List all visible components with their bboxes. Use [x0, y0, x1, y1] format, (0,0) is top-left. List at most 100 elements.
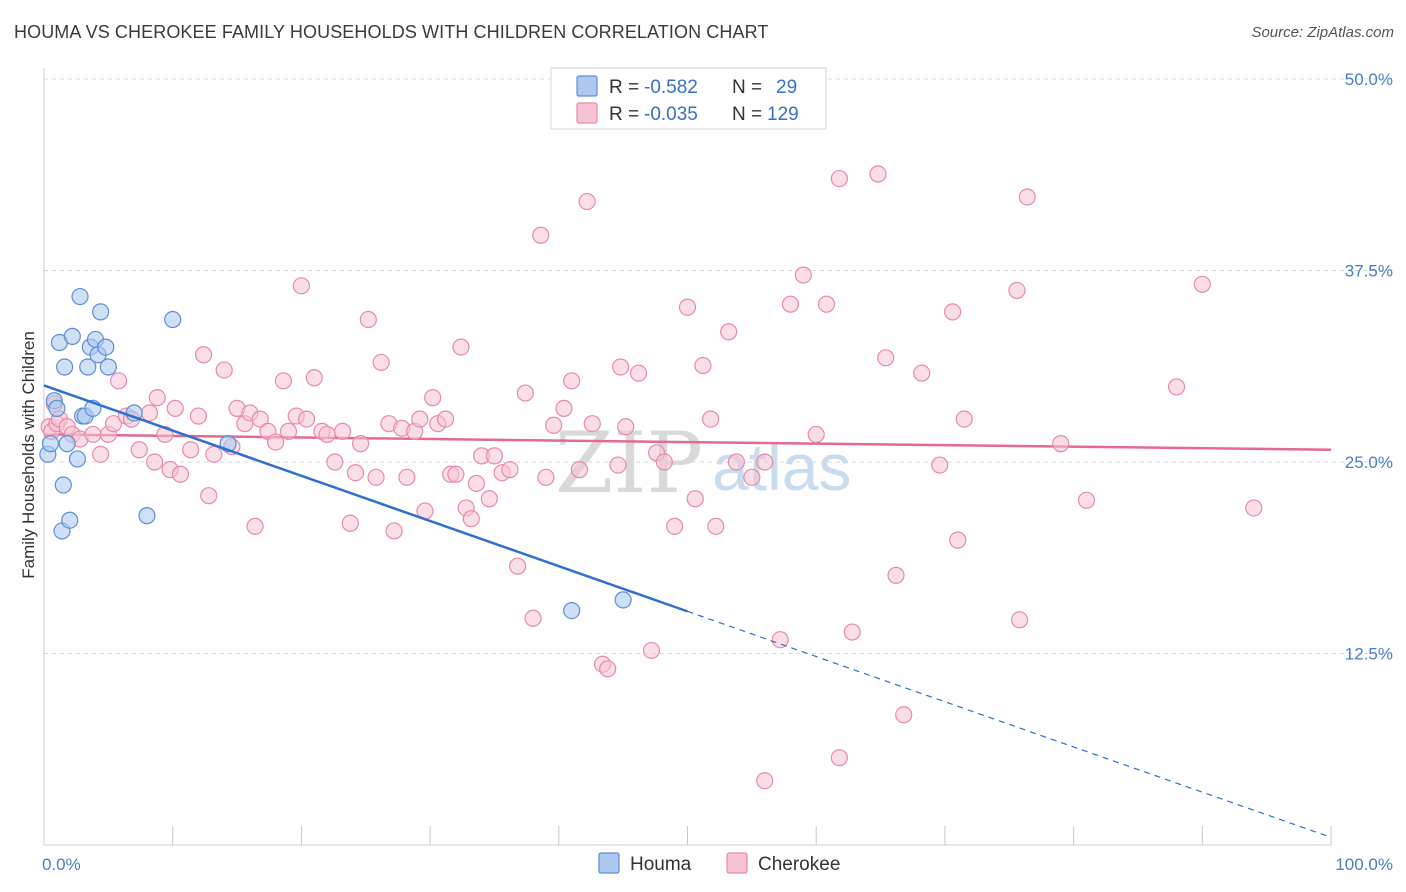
cherokee-point — [570, 461, 588, 479]
cherokee-trend-line — [43, 433, 1332, 451]
cherokee-point — [398, 468, 416, 486]
cherokee-point — [267, 433, 285, 451]
cherokee-point — [385, 522, 403, 540]
cherokee-point — [251, 410, 269, 428]
houma-point — [92, 303, 110, 321]
cherokee-point — [205, 445, 223, 463]
cherokee-legend-swatch — [726, 852, 748, 874]
chart-title: HOUMA VS CHEROKEE FAMILY HOUSEHOLDS WITH… — [14, 22, 769, 42]
houma-point — [58, 435, 76, 453]
cherokee-r-label: R = — [609, 104, 639, 125]
houma-n-label: N = — [732, 77, 762, 98]
x-tick-label-max: 100.0% — [1335, 855, 1393, 874]
cherokee-point — [367, 468, 385, 486]
houma-point — [164, 310, 182, 329]
cherokee-point — [516, 384, 534, 402]
cherokee-point — [346, 464, 365, 482]
cherokee-point — [182, 441, 200, 459]
cherokee-point — [200, 487, 218, 505]
cherokee-point — [274, 372, 292, 390]
houma-point — [71, 287, 89, 306]
cherokee-point — [92, 445, 110, 463]
cherokee-point — [655, 453, 673, 471]
cherokee-point — [955, 410, 973, 428]
cherokee-point — [707, 517, 725, 535]
cherokee-point — [686, 490, 704, 508]
cherokee-point — [341, 514, 359, 532]
cherokee-point — [895, 706, 913, 724]
cherokee-point — [1008, 281, 1026, 300]
cherokee-legend-label: Cherokee — [758, 854, 840, 875]
cherokee-point — [702, 410, 720, 428]
cherokee-point — [305, 369, 323, 387]
cherokee-point — [524, 609, 542, 627]
houma-trend — [43, 384, 1332, 838]
houma-point — [138, 507, 156, 525]
cherokee-point — [609, 456, 627, 474]
cherokee-point — [215, 361, 233, 379]
cherokee-point — [411, 410, 429, 428]
houma-point — [99, 358, 117, 376]
cherokee-point — [694, 356, 712, 375]
cherokee-point — [877, 349, 895, 367]
cherokee-point — [436, 410, 455, 428]
cherokee-point — [501, 461, 519, 479]
cherokee-point — [485, 447, 504, 465]
tick-labels: 12.5% 25.0% 37.5% 50.0% 0.0% 100.0% — [42, 70, 1393, 874]
source-credit: Source: ZipAtlas.com — [1251, 24, 1394, 41]
cherokee-point — [1010, 611, 1029, 629]
houma-point — [97, 338, 115, 356]
cherokee-point — [537, 468, 555, 486]
cherokee-point — [532, 226, 550, 244]
cherokee-point — [1193, 275, 1211, 293]
cherokee-r-value: -0.035 — [644, 104, 698, 125]
cherokee-point — [1077, 491, 1096, 509]
cherokee-point — [617, 418, 635, 436]
houma-swatch — [576, 75, 598, 97]
cherokee-point — [189, 407, 208, 425]
y-tick-label-1: 25.0% — [1345, 453, 1393, 472]
houma-trend-extension — [687, 610, 1332, 838]
cherokee-point — [843, 623, 861, 641]
cherokee-point — [583, 415, 601, 433]
cherokee-point — [830, 749, 848, 767]
cherokee-point — [727, 453, 746, 471]
cherokee-point — [817, 295, 836, 313]
houma-point — [55, 358, 74, 376]
cherokee-point — [781, 295, 800, 313]
houma-point — [54, 476, 72, 494]
cherokee-point — [771, 631, 789, 649]
cherokee-point — [720, 323, 738, 341]
cherokee-point — [869, 165, 887, 183]
cherokee-point — [84, 425, 102, 444]
cherokee-point — [359, 310, 377, 329]
cherokee-point — [171, 465, 190, 483]
gridlines — [44, 78, 1395, 654]
houma-point — [68, 450, 87, 468]
cherokee-point — [352, 435, 370, 453]
cherokee-point — [1245, 499, 1263, 517]
cherokee-n-label: N = — [732, 104, 762, 125]
series-legend: Houma Cherokee — [598, 852, 840, 875]
cherokee-point — [1052, 435, 1070, 453]
houma-point — [63, 327, 81, 345]
cherokee-point — [292, 277, 310, 295]
y-axis-label: Family Households with Children — [19, 331, 38, 579]
x-tick-label-min: 0.0% — [42, 855, 81, 874]
cherokee-point — [297, 410, 316, 428]
cherokee-point — [480, 490, 498, 508]
cherokee-point — [563, 372, 581, 390]
cherokee-point — [913, 364, 931, 382]
cherokee-point — [372, 353, 390, 372]
cherokee-point — [148, 389, 166, 407]
cherokee-point — [545, 416, 563, 434]
cherokee-point — [1018, 188, 1036, 206]
cherokee-point — [666, 517, 684, 535]
houma-legend-swatch — [598, 852, 620, 874]
cherokee-point — [146, 453, 164, 471]
cherokee-point — [130, 441, 148, 459]
cherokee-point — [194, 346, 213, 364]
cherokee-point — [452, 338, 470, 356]
houma-n-value: 29 — [776, 77, 797, 98]
cherokee-point — [447, 465, 465, 483]
